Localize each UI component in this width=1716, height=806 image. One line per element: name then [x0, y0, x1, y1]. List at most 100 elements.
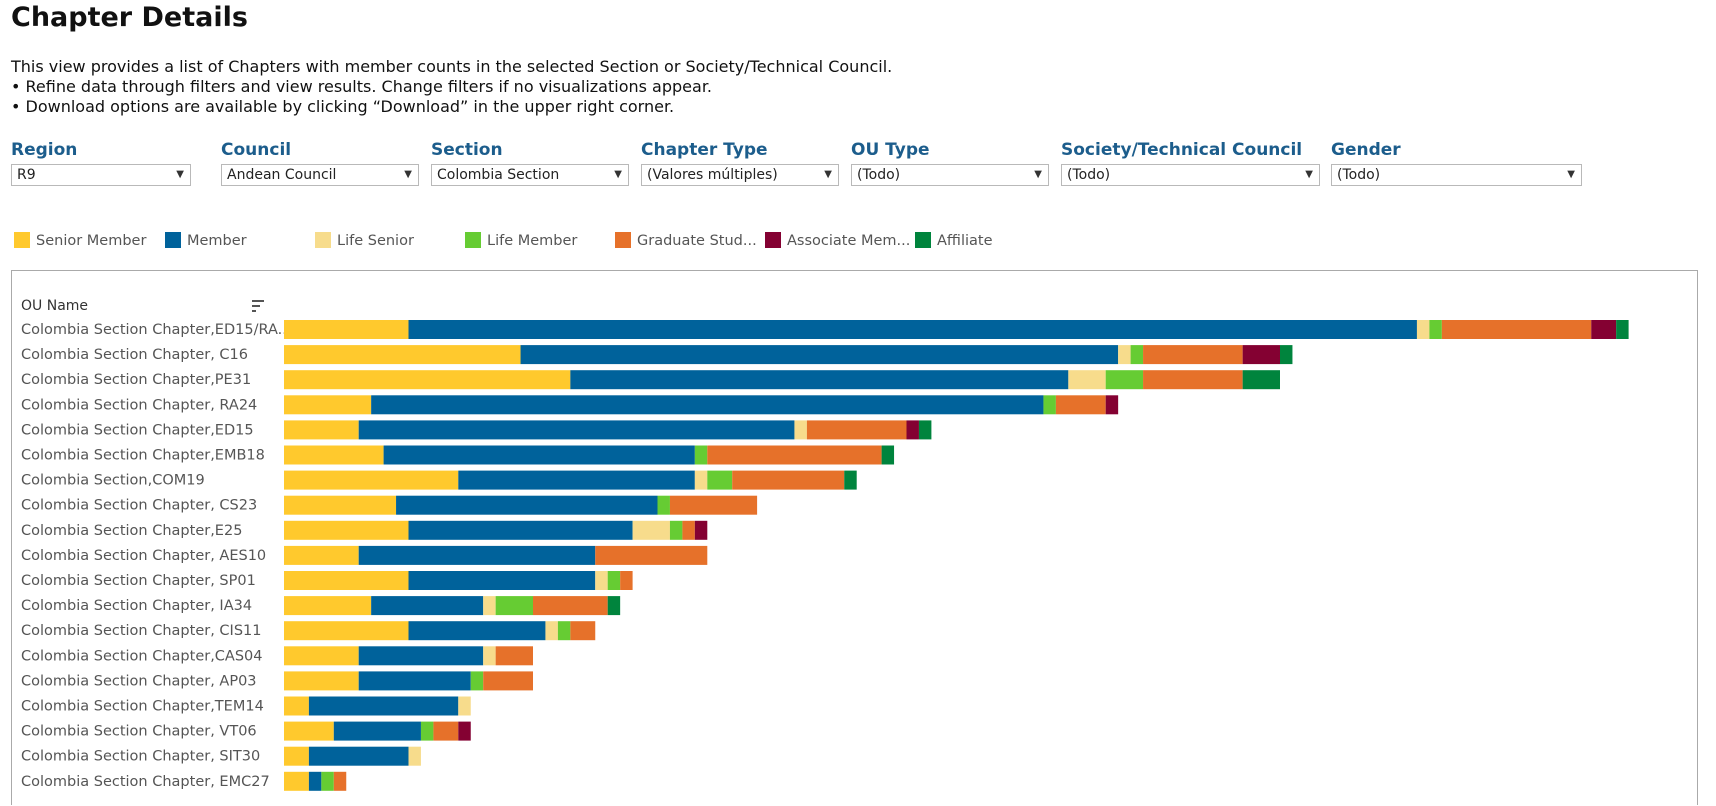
legend-item-graduate-student[interactable]: Graduate Stud... — [615, 232, 757, 252]
bar-segment[interactable] — [308, 746, 409, 766]
bar-segment[interactable] — [284, 420, 359, 440]
bar-segment[interactable] — [669, 520, 683, 540]
bar-segment[interactable] — [284, 671, 359, 691]
bar-segment[interactable] — [433, 721, 459, 741]
chart-row[interactable]: Colombia Section Chapter, RA24 — [21, 395, 1119, 415]
bar-segment[interactable] — [408, 571, 596, 590]
legend-item-associate-member[interactable]: Associate Mem... — [765, 232, 910, 252]
bar-segment[interactable] — [284, 370, 571, 390]
chart-row[interactable]: Colombia Section Chapter,TEM14 — [21, 696, 471, 716]
bar-segment[interactable] — [595, 545, 708, 565]
bar-segment[interactable] — [284, 345, 521, 365]
chart-row[interactable]: Colombia Section Chapter,E25 — [21, 520, 708, 540]
legend-item-life-senior[interactable]: Life Senior — [315, 232, 414, 252]
bar-segment[interactable] — [358, 420, 795, 440]
bar-segment[interactable] — [918, 420, 932, 440]
bar-segment[interactable] — [1118, 345, 1131, 365]
chart-row[interactable]: Colombia Section Chapter, CIS11 — [21, 621, 596, 641]
legend-item-member[interactable]: Member — [165, 232, 247, 252]
bar-segment[interactable] — [707, 470, 733, 490]
bar-segment[interactable] — [1616, 320, 1629, 339]
bar-segment[interactable] — [732, 470, 845, 490]
bar-segment[interactable] — [284, 470, 459, 490]
chart-row[interactable]: Colombia Section Chapter,EMB18 — [21, 445, 895, 465]
bar-segment[interactable] — [284, 721, 334, 741]
bar-segment[interactable] — [358, 671, 471, 691]
chart-row[interactable]: Colombia Section Chapter, CS23 — [21, 495, 758, 515]
chart-row[interactable]: Colombia Section Chapter,CAS04 — [21, 646, 533, 666]
bar-segment[interactable] — [284, 696, 309, 716]
chart-row[interactable]: Colombia Section Chapter, VT06 — [21, 721, 471, 741]
bar-segment[interactable] — [284, 320, 409, 339]
bar-segment[interactable] — [284, 545, 359, 565]
bar-segment[interactable] — [408, 621, 546, 641]
bar-segment[interactable] — [284, 646, 359, 666]
bar-segment[interactable] — [1105, 370, 1144, 390]
bar-segment[interactable] — [284, 621, 409, 641]
chart-row[interactable]: Colombia Section,COM19 — [21, 470, 857, 490]
council-dropdown[interactable]: Andean Council ▼ — [221, 164, 419, 186]
bar-segment[interactable] — [1043, 395, 1056, 415]
bar-segment[interactable] — [881, 445, 895, 465]
bar-segment[interactable] — [1441, 320, 1592, 339]
chart-row[interactable]: Colombia Section Chapter, SP01 — [21, 571, 633, 590]
bar-segment[interactable] — [284, 520, 409, 540]
bar-segment[interactable] — [308, 696, 459, 716]
bar-segment[interactable] — [1416, 320, 1430, 339]
sort-icon[interactable] — [250, 299, 266, 313]
bar-segment[interactable] — [657, 495, 670, 515]
bar-segment[interactable] — [408, 320, 1417, 339]
bar-segment[interactable] — [669, 495, 758, 515]
bar-segment[interactable] — [1429, 320, 1442, 339]
bar-segment[interactable] — [495, 596, 533, 616]
bar-segment[interactable] — [408, 520, 633, 540]
bar-segment[interactable] — [483, 646, 496, 666]
chart-row[interactable]: Colombia Section Chapter, AES10 — [21, 545, 708, 565]
bar-segment[interactable] — [1242, 370, 1280, 390]
bar-segment[interactable] — [844, 470, 857, 490]
bar-segment[interactable] — [545, 621, 558, 641]
bar-segment[interactable] — [321, 771, 334, 791]
bar-segment[interactable] — [284, 596, 372, 616]
gender-dropdown[interactable]: (Todo) ▼ — [1331, 164, 1582, 186]
bar-segment[interactable] — [420, 721, 434, 741]
legend-item-affiliate[interactable]: Affiliate — [915, 232, 993, 252]
bar-segment[interactable] — [470, 671, 484, 691]
bar-segment[interactable] — [1130, 345, 1144, 365]
bar-segment[interactable] — [458, 696, 471, 716]
bar-segment[interactable] — [570, 370, 1069, 390]
bar-segment[interactable] — [1591, 320, 1617, 339]
bar-segment[interactable] — [1242, 345, 1280, 365]
legend-item-senior-member[interactable]: Senior Member — [14, 232, 146, 252]
bar-segment[interactable] — [1055, 395, 1106, 415]
bar-segment[interactable] — [308, 771, 322, 791]
bar-segment[interactable] — [284, 771, 309, 791]
bar-segment[interactable] — [458, 721, 471, 741]
chart-row[interactable]: Colombia Section Chapter,PE31 — [21, 370, 1280, 390]
bar-segment[interactable] — [1105, 395, 1119, 415]
bar-segment[interactable] — [694, 520, 708, 540]
bar-segment[interactable] — [682, 520, 695, 540]
bar-segment[interactable] — [570, 621, 596, 641]
chart-row[interactable]: Colombia Section Chapter,ED15/RA.. — [21, 320, 1629, 339]
bar-segment[interactable] — [1280, 345, 1293, 365]
bar-segment[interactable] — [694, 470, 708, 490]
bar-segment[interactable] — [333, 721, 421, 741]
section-dropdown[interactable]: Colombia Section ▼ — [431, 164, 629, 186]
bar-segment[interactable] — [483, 671, 533, 691]
bar-segment[interactable] — [396, 495, 658, 515]
legend-item-life-member[interactable]: Life Member — [465, 232, 577, 252]
bar-segment[interactable] — [284, 445, 384, 465]
bar-segment[interactable] — [458, 470, 695, 490]
bar-segment[interactable] — [333, 771, 347, 791]
bar-segment[interactable] — [557, 621, 571, 641]
bar-segment[interactable] — [906, 420, 919, 440]
chart-row[interactable]: Colombia Section Chapter, IA34 — [21, 596, 621, 616]
bar-segment[interactable] — [284, 571, 409, 590]
chart-row[interactable]: Colombia Section Chapter, SIT30 — [21, 746, 421, 766]
bar-segment[interactable] — [371, 596, 484, 616]
bar-segment[interactable] — [495, 646, 533, 666]
chart-row[interactable]: Colombia Section Chapter,ED15 — [21, 420, 932, 440]
bar-segment[interactable] — [520, 345, 1119, 365]
bar-segment[interactable] — [284, 495, 397, 515]
